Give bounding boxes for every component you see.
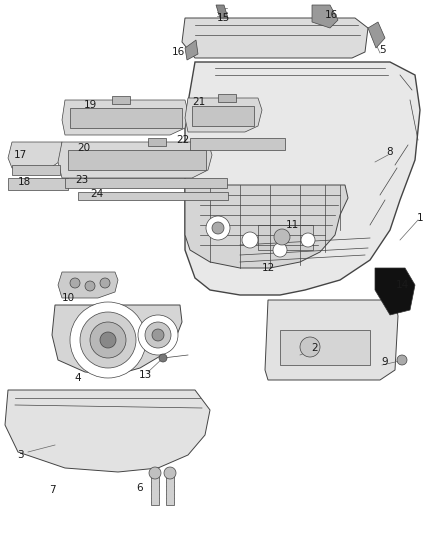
Bar [218, 94, 236, 102]
Circle shape [80, 312, 136, 368]
Circle shape [273, 243, 287, 257]
Text: 16: 16 [325, 10, 338, 20]
Circle shape [145, 322, 171, 348]
Text: 17: 17 [14, 150, 27, 160]
Polygon shape [216, 5, 228, 18]
Text: 6: 6 [137, 483, 143, 493]
Text: 18: 18 [18, 177, 31, 187]
Polygon shape [185, 98, 262, 132]
Text: 20: 20 [78, 143, 91, 153]
Circle shape [242, 232, 258, 248]
Circle shape [85, 281, 95, 291]
Circle shape [397, 355, 407, 365]
Circle shape [164, 467, 176, 479]
Bar [112, 96, 130, 104]
Bar [192, 106, 254, 126]
Circle shape [70, 302, 146, 378]
Circle shape [212, 222, 224, 234]
Bar [8, 178, 68, 190]
Bar [151, 475, 159, 505]
Circle shape [300, 337, 320, 357]
Circle shape [152, 329, 164, 341]
Text: 22: 22 [177, 135, 190, 145]
Polygon shape [5, 390, 210, 472]
Text: 8: 8 [387, 147, 393, 157]
Circle shape [90, 322, 126, 358]
Circle shape [100, 278, 110, 288]
Text: 4: 4 [75, 373, 81, 383]
Polygon shape [58, 272, 118, 298]
Text: 1: 1 [417, 213, 423, 223]
Bar [65, 178, 227, 188]
Text: 23: 23 [75, 175, 88, 185]
Text: 16: 16 [171, 47, 185, 57]
Bar [166, 475, 174, 505]
Circle shape [149, 467, 161, 479]
Polygon shape [58, 142, 212, 178]
Polygon shape [182, 18, 368, 58]
Bar [68, 150, 206, 170]
Circle shape [206, 216, 230, 240]
Polygon shape [185, 62, 420, 295]
Circle shape [138, 315, 178, 355]
Circle shape [274, 229, 290, 245]
Polygon shape [52, 305, 182, 375]
Polygon shape [368, 22, 385, 48]
Text: 14: 14 [396, 280, 409, 290]
Text: 11: 11 [286, 220, 299, 230]
Bar [258, 225, 313, 250]
Text: 13: 13 [138, 370, 152, 380]
Circle shape [301, 233, 315, 247]
Polygon shape [62, 100, 188, 135]
Bar [12, 165, 60, 175]
Text: 24: 24 [90, 189, 104, 199]
Circle shape [70, 278, 80, 288]
Text: 9: 9 [381, 357, 389, 367]
Bar [70, 108, 182, 128]
Polygon shape [185, 185, 348, 268]
Circle shape [159, 354, 167, 362]
Text: 5: 5 [379, 45, 385, 55]
Text: 10: 10 [61, 293, 74, 303]
Text: 15: 15 [216, 13, 230, 23]
Text: 3: 3 [17, 450, 23, 460]
Polygon shape [265, 300, 398, 380]
Polygon shape [312, 5, 338, 28]
Text: 2: 2 [312, 343, 318, 353]
Polygon shape [8, 142, 62, 168]
Text: 7: 7 [49, 485, 55, 495]
Bar [148, 138, 166, 146]
Circle shape [100, 332, 116, 348]
Text: 12: 12 [261, 263, 275, 273]
Text: 21: 21 [192, 97, 205, 107]
Polygon shape [185, 40, 198, 60]
Bar [78, 192, 228, 200]
Bar [190, 138, 285, 150]
Bar [280, 330, 370, 365]
Text: 19: 19 [83, 100, 97, 110]
Polygon shape [375, 268, 415, 315]
